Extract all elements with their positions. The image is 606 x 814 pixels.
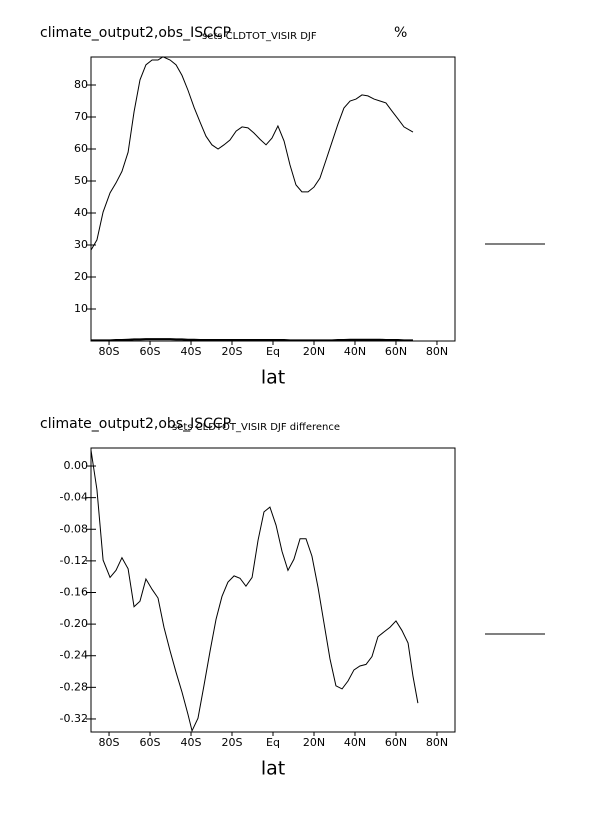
x-tick-label: 20S	[222, 345, 243, 358]
y-tick-label: -0.32	[60, 712, 88, 725]
y-tick-label: 20	[74, 270, 88, 283]
y-tick-label: -0.24	[60, 649, 88, 662]
x-tick-label: 20S	[222, 736, 243, 749]
x-tick-label: 40N	[344, 345, 366, 358]
data-line	[90, 56, 414, 251]
y-tick-label: 40	[74, 206, 88, 219]
x-tick-label: 40S	[181, 736, 202, 749]
y-tick-label: 70	[74, 110, 88, 123]
data-line	[90, 450, 419, 733]
plot-frame	[90, 447, 456, 733]
x-axis-label: lat	[261, 758, 285, 780]
y-tick-label: -0.16	[60, 585, 88, 598]
y-tick-label: -0.12	[60, 554, 88, 567]
y-tick-label: 50	[74, 174, 88, 187]
x-tick-label: 60S	[140, 345, 161, 358]
x-tick-label: 60S	[140, 736, 161, 749]
chart-subtitle: sets CLDTOT_VISIR DJF	[202, 31, 317, 42]
y-tick-label: -0.08	[60, 522, 88, 535]
x-tick-label: Eq	[266, 345, 280, 358]
y-tick-label: 80	[74, 78, 88, 91]
chart-title: climate_output2,obs_ISCCP	[40, 416, 231, 432]
y-tick-label: 10	[74, 302, 88, 315]
plot-frame	[90, 56, 456, 342]
y-tick-label: 60	[74, 142, 88, 155]
x-tick-label: 80N	[426, 345, 448, 358]
y-tick-label: -0.20	[60, 617, 88, 630]
x-tick-label: 40S	[181, 345, 202, 358]
y-tick-label: 0.00	[64, 459, 89, 472]
x-tick-label: 40N	[344, 736, 366, 749]
x-axis-label: lat	[261, 367, 285, 389]
x-tick-label: 20N	[303, 736, 325, 749]
y-tick-label: 30	[74, 238, 88, 251]
x-tick-label: 60N	[385, 736, 407, 749]
units: %	[394, 25, 407, 41]
x-tick-label: 80S	[99, 736, 120, 749]
chart-subtitle: sets CLDTOT_VISIR DJF difference	[172, 422, 340, 433]
y-tick-label: -0.28	[60, 680, 88, 693]
chart-title: climate_output2,obs_ISCCP	[40, 25, 231, 41]
x-tick-label: 80N	[426, 736, 448, 749]
x-tick-label: 80S	[99, 345, 120, 358]
y-tick-label: -0.04	[60, 491, 88, 504]
data-line	[91, 338, 413, 342]
x-tick-label: 60N	[385, 345, 407, 358]
x-tick-label: 20N	[303, 345, 325, 358]
x-tick-label: Eq	[266, 736, 280, 749]
